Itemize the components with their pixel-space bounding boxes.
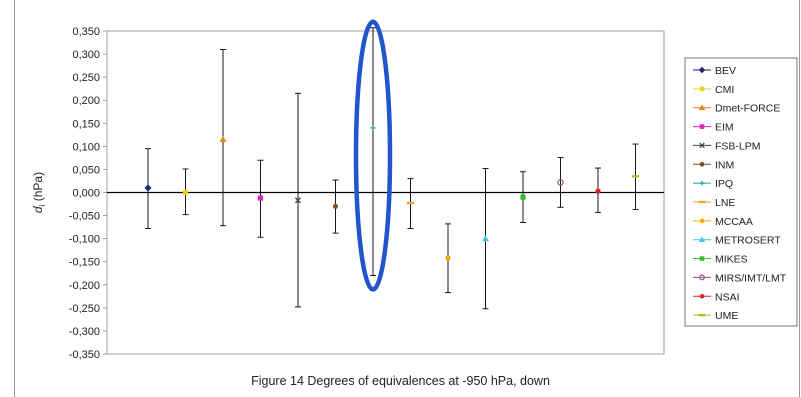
legend-label: Dmet-FORCE [715,103,780,115]
data-point-bev [144,148,152,229]
legend-label: FSB-LPM [715,140,761,152]
legend-marker [698,66,706,74]
data-marker [332,203,339,209]
data-point-metrosert [481,168,490,310]
data-marker [257,195,264,201]
legend-entry: NSAI [693,291,740,303]
data-marker [557,179,564,186]
y-tick-label: 0,050 [72,164,100,176]
data-marker [481,235,490,242]
data-point-mirs-imt-lmt [557,156,564,208]
data-marker-b [294,197,302,204]
legend-label: MCCAA [715,216,753,228]
legend-label: METROSERT [715,235,781,247]
y-tick-label: 0,300 [72,49,100,61]
data-point-inm [332,179,339,234]
data-marker [520,194,526,200]
legend-entry: IPQ [693,178,733,190]
legend-entry: EIM [693,122,734,134]
data-marker [631,175,640,178]
legend-marker [698,236,706,243]
legend-label: BEV [715,65,736,77]
legend-marker [699,161,705,167]
data-point-ume [631,143,640,211]
highlight-ellipse [353,19,393,292]
data-point-ipq [370,27,376,277]
legend-label: MIKES [715,254,748,266]
data-marker [406,201,415,205]
y-tick-label: 0,350 [72,26,100,38]
legend-marker-b [699,142,705,149]
data-marker [144,184,152,192]
legend-entry: BEV [693,65,736,77]
legend-marker [699,293,705,299]
legend-entry: FSB-LPM [693,140,761,152]
legend-entry: UME [693,310,738,322]
legend-entry: INM [693,159,734,171]
y-tick-label: -0,100 [69,234,100,246]
data-point-lne [406,178,415,229]
data-point-dmet-force [219,49,227,227]
legend: BEV CMI Dmet-FORCE EIM FSB-LPM INM IPQ LNE MCCAA… [684,57,798,327]
y-tick-label: -0,250 [69,303,100,315]
y-tick-label: 0,150 [72,118,100,130]
data-point-eim [257,159,264,238]
legend-label: NSAI [715,291,740,303]
legend-entry: MCCAA [693,216,753,228]
legend-label: INM [715,159,734,171]
legend-entry: Dmet-FORCE [693,103,780,115]
legend-label: EIM [715,122,734,134]
legend-marker [698,104,706,111]
figure-frame [14,0,800,397]
chart: 0,350 0,300 0,250 0,200 0,150 0,100 0,050 0,000… [31,19,798,361]
legend-label: CMI [715,84,734,96]
data-marker [182,189,189,196]
data-point-cmi [182,168,189,216]
legend-box [684,57,798,327]
y-tick-label: -0,200 [69,280,100,292]
figure-caption: Figure 14 Degrees of equivalences at -95… [251,374,550,388]
legend-marker [699,124,705,129]
legend-marker [699,142,705,149]
legend-marker [699,86,705,92]
legend-entry: LNE [693,197,735,209]
data-marker [219,135,227,143]
highlight-layer [353,19,393,292]
legend-marker [699,256,705,261]
data-point-mikes [520,171,526,223]
data-point-fsb-lpm [294,92,302,308]
legend-entry: MIRS/IMT/LMT [693,272,787,284]
legend-label: IPQ [715,178,733,190]
y-tick-label: -0,300 [69,326,100,338]
y-tick-label: -0,350 [69,349,100,361]
axis-layer: 0,350 0,300 0,250 0,200 0,150 0,100 0,050 0,000… [31,26,665,361]
legend-marker [698,200,706,204]
legend-marker [698,313,706,317]
data-point-mccaa [445,223,451,294]
data-point-nsai [595,167,601,213]
data-marker [595,188,601,194]
y-tick-label: 0,100 [72,141,100,153]
legend-entry: MIKES [693,254,748,266]
y-tick-label: 0,250 [72,72,100,84]
legend-label: MIRS/IMT/LMT [715,272,787,284]
marks-layer [144,27,640,310]
y-tick-label: -0,050 [69,211,100,223]
y-tick-label: -0,150 [69,257,100,269]
legend-marker [699,218,705,224]
data-marker [445,255,451,261]
legend-entry: CMI [693,84,734,96]
legend-label: UME [715,310,738,322]
y-tick-label: 0,200 [72,95,100,107]
legend-label: LNE [715,197,735,209]
y-tick-label: 0,000 [72,188,100,200]
data-marker [294,197,302,204]
legend-marker [699,274,705,281]
legend-marker [699,180,705,186]
legend-entry: METROSERT [693,235,781,247]
y-axis-label: di (hPa) [31,172,47,213]
data-marker [370,125,376,131]
